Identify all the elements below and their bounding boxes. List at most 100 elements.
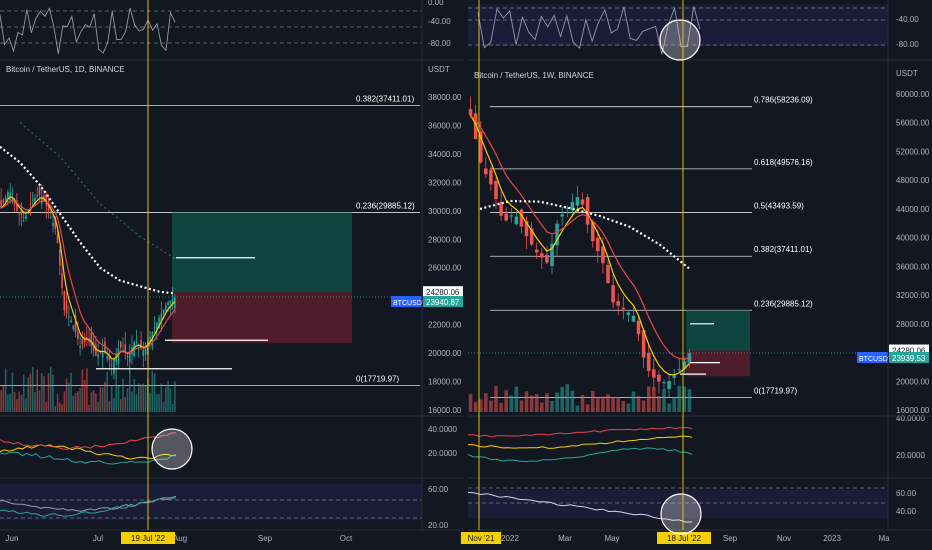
right-price-tick-label: 20000.00 [896, 377, 930, 386]
right-time-tick-label: Sep [723, 534, 738, 543]
left-price-axis[interactable]: 38000.00 36000.00 34000.00 32000.00 30000.00… [391, 93, 463, 415]
left-volume-bar [104, 381, 106, 412]
right-volume-bar [606, 394, 610, 412]
left-candle-body [70, 320, 72, 323]
left-volume-bar [115, 366, 117, 412]
left-sma-dotted-line [0, 145, 176, 295]
left-candle-body [16, 200, 18, 211]
left-candle-body [36, 195, 39, 197]
left-price-tick-label: 34000.00 [428, 150, 462, 159]
left-chart-title: Bitcoin / TetherUS, 1D, BINANCE [6, 65, 125, 74]
right-volume-bar [484, 393, 488, 412]
right-candle-body [641, 330, 646, 358]
left-volume-bar [20, 395, 23, 412]
left-time-tick-label: Jul [93, 534, 103, 543]
right-candle-body [529, 228, 534, 245]
right-osc1-tick-label: 40.0000 [896, 414, 925, 423]
right-candle-body [672, 375, 676, 378]
right-price-tick-label: 28000.00 [896, 320, 930, 329]
right-position-profit-zone[interactable] [686, 310, 750, 351]
right-candle-body [504, 213, 508, 221]
right-price-tick-label: 60000.00 [896, 90, 930, 99]
left-volume-bar [31, 367, 34, 412]
right-volume-bar [575, 405, 580, 412]
left-candle-body [171, 299, 174, 303]
left-candle-body [38, 187, 41, 195]
left-volume-bar [83, 379, 86, 412]
right-oscillator-1: 40.0000 20.0000 [467, 414, 925, 463]
left-volume-bar [79, 388, 81, 412]
left-candle-body [162, 309, 165, 314]
right-candle-body [682, 361, 687, 369]
left-position-profit-zone[interactable] [172, 212, 352, 293]
left-price-tag-position-label: 24280.06 [426, 288, 460, 297]
left-volume-bar [40, 373, 43, 412]
left-candle-body [27, 210, 29, 212]
left-volume-bar [126, 388, 129, 412]
left-volume-bar [99, 386, 102, 412]
left-candle-body [68, 316, 70, 318]
right-time-axis[interactable]: Nov '21 2022 Mar May 18 Jul '22 Sep Nov 2023 Ma [460, 532, 890, 544]
left-price-tag-position [423, 286, 463, 298]
right-time-tick-label: 2023 [823, 534, 841, 543]
right-position-loss-zone[interactable] [686, 350, 750, 377]
right-candle-body [662, 382, 666, 384]
left-volume-bar [52, 374, 54, 412]
left-volume-bar [140, 384, 142, 412]
left-volume-bar [29, 373, 32, 412]
left-candle-body [4, 197, 7, 201]
left-volume-bar [4, 368, 7, 412]
left-top-osc-line [0, 6, 176, 54]
right-candle-body [540, 253, 544, 258]
left-candle-body [124, 344, 127, 354]
right-volume-bar [646, 386, 651, 412]
right-volume-bar [641, 400, 646, 412]
left-candle-body [61, 273, 63, 289]
left-candle-body [40, 196, 43, 204]
left-highlight-circle [151, 428, 193, 470]
left-osc1-tick-label: 20.0000 [428, 449, 457, 458]
left-position-loss-zone[interactable] [172, 292, 352, 344]
left-volume-bar [54, 405, 57, 412]
right-volume-bar [672, 397, 676, 412]
right-price-tag-last-label: 23939.53 [892, 354, 926, 363]
left-time-tick-label: Sep [258, 534, 273, 543]
right-price-tick-label: 56000.00 [896, 119, 930, 128]
left-time-axis[interactable]: Jun Jul Aug Sep Oct 19 Jul '22 [6, 532, 353, 544]
left-candle-body [140, 339, 142, 348]
left-price-tick-label: 20000.00 [428, 349, 462, 358]
right-candle-body [596, 237, 600, 252]
right-chart-pane[interactable]: -40.00 -80.00 0.786(58236.09) 0.618(49576.… [460, 0, 932, 544]
right-price-axis[interactable]: 60000.00 56000.00 52000.00 48000.00 44000.00… [857, 90, 930, 415]
right-date-marker-tag [657, 532, 711, 544]
left-price-tick-label: 32000.00 [428, 178, 462, 187]
right-top-osc-tick-label: -40.00 [896, 15, 919, 24]
left-price-panel[interactable]: 0.382(37411.01) 0.236(29885.12) 0(17719.97… [0, 94, 422, 412]
right-candle-body [575, 197, 580, 206]
left-date-marker-label: 19 Jul '22 [131, 534, 166, 543]
right-candle-body [631, 315, 636, 322]
right-price-tag-last [889, 351, 929, 363]
left-volume-bar [113, 397, 115, 412]
left-volume-bar [135, 393, 138, 412]
left-chart-pane[interactable]: 0.00 -40.00 -80.00 0.382(37411.01) 0.236(29… [0, 0, 464, 544]
right-candle-body [626, 312, 631, 315]
right-volume-bar [682, 386, 687, 412]
left-volume-bar [70, 372, 72, 412]
left-candle-body [45, 194, 48, 206]
left-ema-fast-line [0, 196, 176, 360]
left-volume-bar [137, 383, 140, 412]
right-volume-bar [652, 387, 656, 412]
left-oscillator-2: 60.00 20.00 [0, 484, 449, 530]
left-symbol-tag-label: BTCUSDT [393, 300, 427, 307]
left-top-osc-tick-label: -40.00 [428, 17, 451, 26]
right-volume-bar [667, 403, 671, 412]
right-price-panel[interactable]: 0.786(58236.09) 0.618(49576.16) 0.5(43493.… [468, 96, 888, 412]
left-osc1-line [0, 432, 177, 450]
left-volume-bar [151, 371, 154, 412]
right-candle-body [524, 221, 529, 237]
left-volume-bar [108, 400, 111, 412]
right-osc1-line [467, 426, 693, 438]
left-candle-body [90, 332, 93, 347]
left-osc1-tick-label: 40.0000 [428, 425, 457, 434]
